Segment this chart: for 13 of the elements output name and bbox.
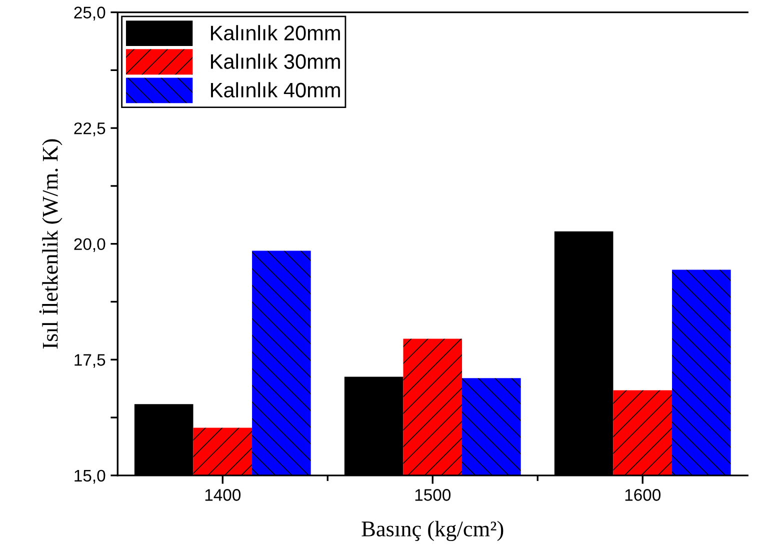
y-tick-label: 20,0	[74, 238, 106, 252]
x-axis-title: Basınç (kg/cm²)	[362, 520, 504, 542]
x-tick-label: 1600	[625, 489, 661, 501]
legend-label: Kalınlık 40mm	[211, 82, 340, 98]
y-tick-label: 25,0	[74, 6, 106, 20]
legend-label: Kalınlık 30mm	[211, 54, 340, 69]
y-tick-label: 17,5	[74, 354, 106, 368]
y-axis-title: Isıl İletkenlik (W/m. K)	[39, 139, 62, 349]
x-tick-label: 1500	[415, 489, 451, 501]
x-tick-label: 1400	[205, 489, 241, 501]
y-tick-label: 22,5	[74, 122, 106, 136]
legend-label: Kalınlık 20mm	[211, 25, 340, 40]
y-tick-label: 15,0	[74, 470, 106, 484]
